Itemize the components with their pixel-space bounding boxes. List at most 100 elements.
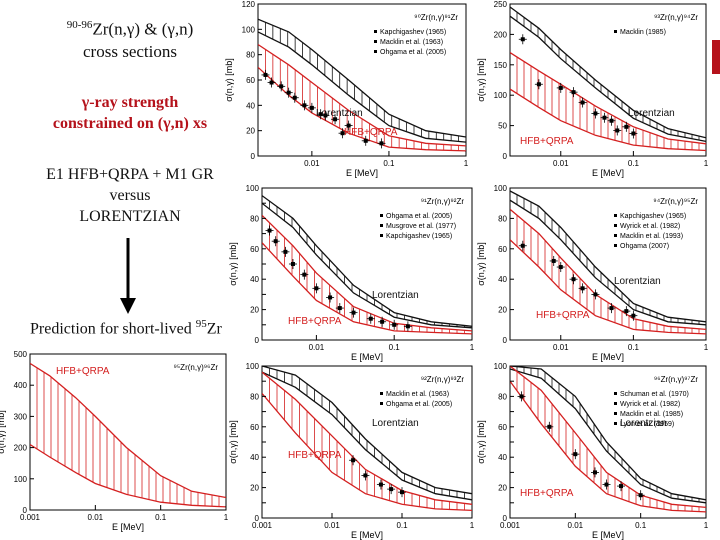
data-point <box>520 37 525 42</box>
legend-marker <box>614 412 617 415</box>
y-tick-label: 120 <box>242 0 256 9</box>
y-axis-label: σ(n,γ) [mb] <box>228 420 238 464</box>
y-tick-label: 0 <box>503 514 508 523</box>
data-point <box>363 473 368 478</box>
y-tick-label: 0 <box>255 336 260 345</box>
y-tick-label: 50 <box>498 122 507 131</box>
y-tick-label: 400 <box>14 381 28 390</box>
data-point <box>302 272 307 277</box>
x-axis-label: E [MeV] <box>346 168 378 178</box>
band-lower-curve <box>510 239 706 335</box>
y-tick-label: 60 <box>246 76 255 85</box>
legend-marker <box>380 402 383 405</box>
data-point <box>314 286 319 291</box>
y-tick-label: 20 <box>498 484 507 493</box>
hfb-qrpa-label: HFB+QRPA <box>288 316 342 327</box>
y-tick-label: 0 <box>503 336 508 345</box>
data-point <box>624 309 629 314</box>
y-axis-label: σ(n,γ) [mb] <box>228 242 238 286</box>
legend-marker <box>614 392 617 395</box>
band-lorentzian <box>510 366 706 504</box>
x-tick-label: 0.01 <box>324 521 340 530</box>
y-axis-label: σ(n,γ) [mb] <box>224 58 234 102</box>
x-tick-label: 0.01 <box>88 513 104 522</box>
legend-marker <box>374 50 377 53</box>
band-upper-curve <box>510 6 706 139</box>
data-point <box>389 487 394 492</box>
x-tick-label: 0.001 <box>252 521 273 530</box>
y-tick-label: 40 <box>498 453 507 462</box>
hfb-qrpa-label: HFB+QRPA <box>344 127 398 138</box>
legend-entry: Ohgama et al. (2005) <box>386 213 452 220</box>
band-lower-curve <box>510 199 706 326</box>
hfb-qrpa-label: HFB+QRPA <box>520 488 574 499</box>
legend-marker <box>614 402 617 405</box>
y-tick-label: 80 <box>250 214 259 223</box>
band-lorentzian <box>510 6 706 143</box>
y-tick-label: 60 <box>498 423 507 432</box>
band-upper-curve <box>262 371 472 505</box>
data-point <box>351 458 356 463</box>
x-tick-label: 0.001 <box>500 521 521 530</box>
band-upper-curve <box>258 43 466 147</box>
data-point <box>309 105 314 110</box>
chart-title: ⁹⁶Zr(n,γ)⁹⁷Zr <box>654 375 698 384</box>
y-tick-label: 60 <box>250 423 259 432</box>
legend-marker <box>614 244 617 247</box>
data-point <box>279 84 284 89</box>
title-subtitle: cross sections <box>83 41 177 61</box>
versus-line: versus <box>109 187 151 204</box>
data-point <box>604 482 609 487</box>
hfb-qrpa-label: HFB+QRPA <box>288 450 342 461</box>
lorentzian-label: Lorentzian <box>316 108 363 119</box>
legend-entry: Macklin et al. (1985) <box>620 411 683 418</box>
x-tick-label: 0.1 <box>389 343 401 352</box>
legend-entry: Wyrick et al. (1982) <box>620 401 680 408</box>
data-point <box>302 103 307 108</box>
data-point <box>400 490 404 495</box>
lorentzian-label: Lorentzian <box>628 108 675 119</box>
y-tick-label: 80 <box>498 214 507 223</box>
y-axis-label: σ(n,γ) [mb] <box>476 420 486 464</box>
data-point <box>351 310 356 315</box>
y-tick-label: 60 <box>498 245 507 254</box>
legend-entry: Macklin et al. (1993) <box>620 233 683 240</box>
x-tick-label: 0.01 <box>304 159 320 168</box>
y-axis-label: σ(n,γ) [mb] <box>476 58 486 102</box>
chart-zr91: 0 20 40 60 80 100 0.01 0.1 1 E [MeV] σ(n,γ) [mb] ⁹¹… <box>228 184 475 362</box>
legend-entry: Ohgama et al. (2005) <box>380 49 446 56</box>
legend-marker <box>614 214 617 217</box>
band-hfb-qrpa <box>510 52 706 152</box>
data-point <box>340 131 345 136</box>
band-upper-curve <box>510 52 706 145</box>
y-tick-label: 100 <box>494 91 508 100</box>
x-tick-label: 1 <box>470 343 475 352</box>
band-upper-curve <box>510 366 706 501</box>
band-upper-curve <box>510 366 706 509</box>
band-lower-curve <box>510 368 706 504</box>
y-tick-label: 20 <box>250 484 259 493</box>
band-lower-curve <box>510 88 706 152</box>
y-tick-label: 40 <box>246 101 255 110</box>
chart-zr93: 0 50 100 150 200 250 0.01 0.1 1 E [MeV] σ(n,γ) [mb… <box>476 0 709 178</box>
data-point <box>405 324 410 329</box>
y-tick-label: 20 <box>498 306 507 315</box>
x-tick-label: 1 <box>704 343 709 352</box>
slide-title: 90-96Zr(n,γ) & (γ,n) cross sections <box>20 14 240 63</box>
x-tick-label: 1 <box>470 521 475 530</box>
y-axis-label: σ(n,γ) [mb] <box>0 410 6 454</box>
data-point <box>573 452 578 457</box>
chart-title: ⁹⁴Zr(n,γ)⁹⁵Zr <box>653 197 698 206</box>
chart-zr94: 0 20 40 60 80 100 0.01 0.1 1 E [MeV] σ(n,γ) [mb] ⁹⁴… <box>476 184 709 362</box>
y-tick-label: 100 <box>246 184 260 193</box>
band-upper-curve <box>30 362 226 499</box>
legend-marker <box>614 234 617 237</box>
band-lower-curve <box>30 443 226 508</box>
chart-zr92: 0 20 40 60 80 100 0.001 0.01 0.1 1 E [MeV] σ(n,γ) [… <box>228 362 475 540</box>
y-tick-label: 20 <box>250 306 259 315</box>
data-point <box>346 123 351 128</box>
title-reaction: Zr(n,γ) & (γ,n) <box>92 19 194 39</box>
band-lorentzian <box>258 18 466 143</box>
y-axis-label: σ(n,γ) [mb] <box>476 242 486 286</box>
data-point <box>323 113 328 118</box>
